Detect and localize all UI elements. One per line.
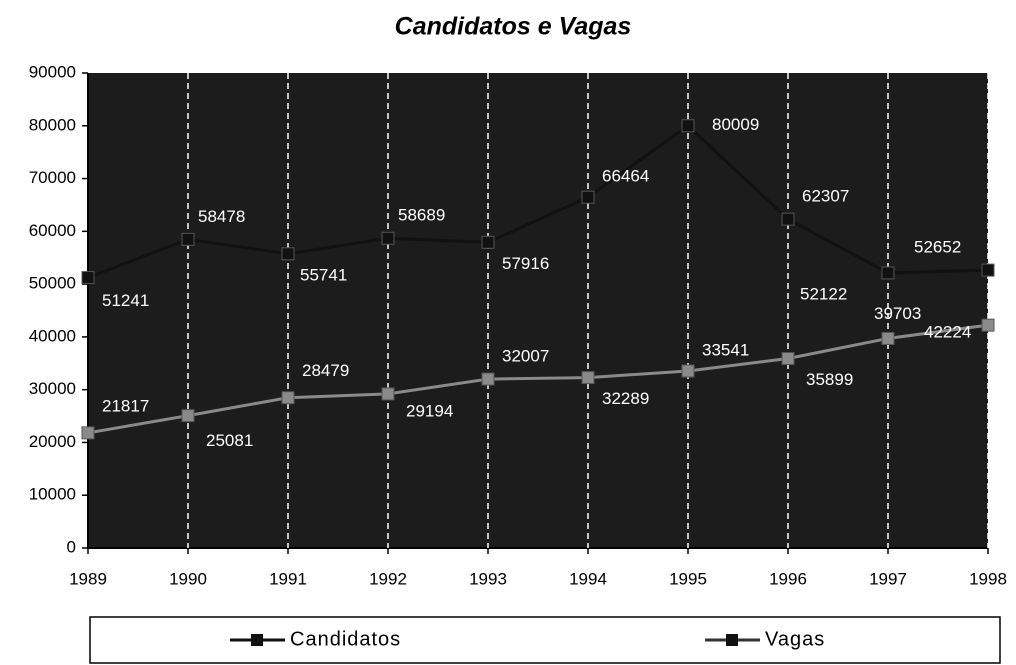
x-tick-label: 1993 bbox=[469, 569, 507, 588]
data-label: 39703 bbox=[874, 304, 921, 323]
point bbox=[881, 331, 895, 345]
y-tick-label: 20000 bbox=[29, 432, 76, 451]
chart-title: Candidatos e Vagas bbox=[395, 13, 632, 41]
data-label: 52122 bbox=[800, 284, 847, 303]
data-label: 42224 bbox=[924, 323, 971, 342]
data-label: 62307 bbox=[802, 187, 849, 206]
point bbox=[681, 119, 695, 133]
series-line bbox=[87, 323, 989, 435]
data-label: 21817 bbox=[102, 396, 149, 415]
point bbox=[481, 235, 495, 249]
point bbox=[681, 364, 695, 378]
x-tick-label: 1992 bbox=[369, 569, 407, 588]
x-tick-label: 1995 bbox=[669, 569, 707, 588]
legend-marker bbox=[726, 634, 738, 646]
y-tick-label: 70000 bbox=[29, 168, 76, 187]
legend bbox=[89, 616, 1001, 664]
point bbox=[81, 426, 95, 440]
point bbox=[581, 190, 595, 204]
data-label: 52652 bbox=[914, 238, 961, 257]
point bbox=[381, 231, 395, 245]
series-line bbox=[87, 123, 989, 279]
data-label: 58478 bbox=[198, 207, 245, 226]
data-label: 51241 bbox=[102, 291, 149, 310]
plot-area bbox=[88, 73, 988, 548]
y-tick-label: 40000 bbox=[29, 326, 76, 345]
legend-label: Vagas bbox=[765, 628, 825, 650]
x-tick-label: 1994 bbox=[569, 569, 607, 588]
x-tick-label: 1991 bbox=[269, 569, 307, 588]
x-tick-label: 1997 bbox=[869, 569, 907, 588]
data-label: 29194 bbox=[406, 401, 453, 420]
y-tick-label: 80000 bbox=[29, 115, 76, 134]
x-tick-label: 1996 bbox=[769, 569, 807, 588]
data-label: 66464 bbox=[602, 167, 649, 186]
point bbox=[181, 232, 195, 246]
point bbox=[281, 247, 295, 261]
point bbox=[981, 318, 995, 332]
point bbox=[81, 271, 95, 285]
y-tick-label: 50000 bbox=[29, 274, 76, 293]
y-tick-label: 0 bbox=[67, 537, 76, 556]
point bbox=[781, 352, 795, 366]
point bbox=[281, 391, 295, 405]
data-label: 25081 bbox=[206, 431, 253, 450]
y-tick-label: 30000 bbox=[29, 379, 76, 398]
data-label: 57916 bbox=[502, 254, 549, 273]
data-label: 33541 bbox=[702, 340, 749, 359]
x-tick-label: 1990 bbox=[169, 569, 207, 588]
data-label: 28479 bbox=[302, 361, 349, 380]
x-tick-label: 1989 bbox=[69, 569, 107, 588]
data-label: 58689 bbox=[398, 206, 445, 225]
legend-label: Candidatos bbox=[290, 628, 401, 650]
data-label: 80009 bbox=[712, 115, 759, 134]
y-tick-label: 60000 bbox=[29, 221, 76, 240]
legend-marker bbox=[251, 634, 263, 646]
point bbox=[381, 387, 395, 401]
y-tick-label: 10000 bbox=[29, 485, 76, 504]
data-label: 35899 bbox=[806, 370, 853, 389]
point bbox=[181, 409, 195, 423]
data-label: 32007 bbox=[502, 347, 549, 366]
point bbox=[581, 371, 595, 385]
point bbox=[781, 212, 795, 226]
x-tick-label: 1998 bbox=[969, 569, 1007, 588]
y-tick-label: 90000 bbox=[29, 62, 76, 81]
data-label: 55741 bbox=[300, 265, 347, 284]
point bbox=[481, 372, 495, 386]
point bbox=[881, 266, 895, 280]
point bbox=[981, 263, 995, 277]
data-label: 32289 bbox=[602, 389, 649, 408]
